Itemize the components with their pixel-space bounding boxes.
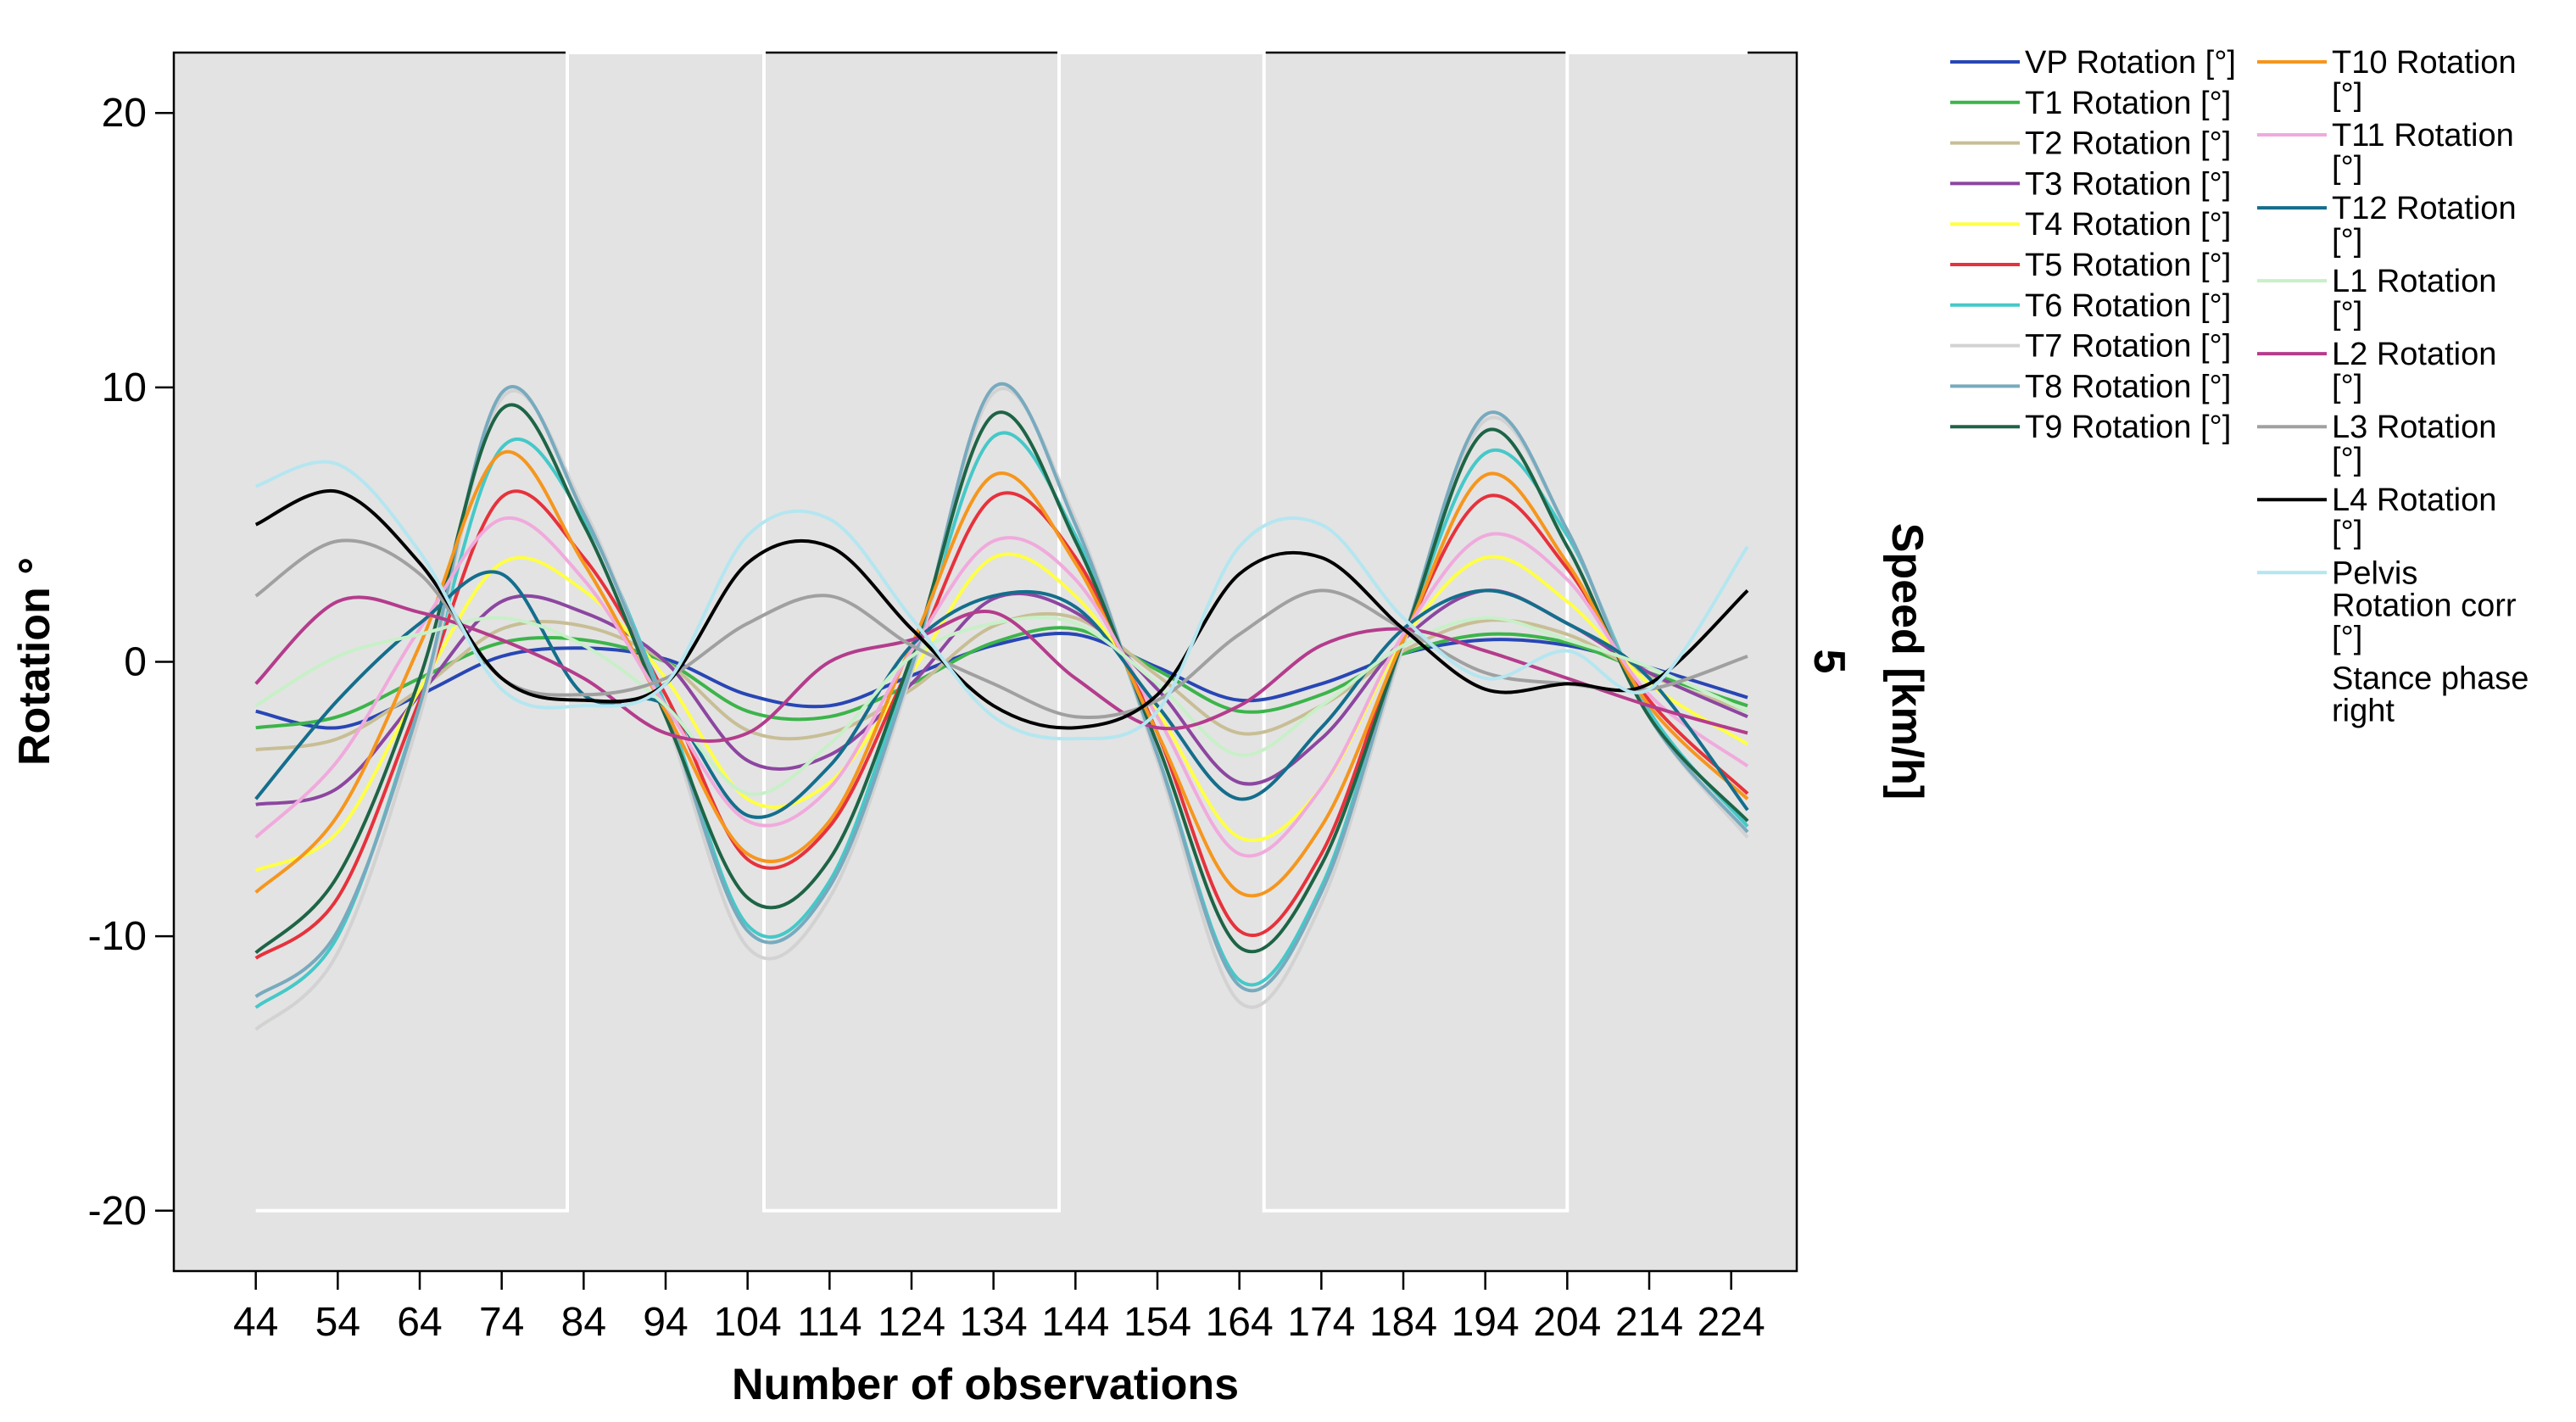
x-tick-label-14: 184 — [1369, 1300, 1437, 1345]
x-tick-label-0: 44 — [233, 1300, 278, 1345]
series-line-7 — [254, 387, 1749, 1031]
x-tick-label-1: 54 — [315, 1300, 360, 1345]
x-tick-label-17: 214 — [1615, 1300, 1683, 1345]
x-tick-label-12: 164 — [1206, 1300, 1274, 1345]
x-axis-title: Number of observations — [732, 1360, 1239, 1409]
y2-axis-value: 5 — [1804, 650, 1854, 674]
x-tick-label-11: 154 — [1124, 1300, 1191, 1345]
legend-label-5: T5 Rotation [°] — [2025, 248, 2231, 283]
series-line-10 — [254, 449, 1749, 898]
x-tick-label-10: 144 — [1041, 1300, 1109, 1345]
y-tick-label-0: 20 — [102, 91, 147, 136]
legend-label-6: T6 Rotation [°] — [2025, 288, 2231, 324]
stance-phase-line — [255, 51, 1748, 1213]
x-tick-label-15: 194 — [1452, 1300, 1519, 1345]
x-tick-label-13: 174 — [1287, 1300, 1355, 1345]
series-line-6 — [254, 431, 1749, 1009]
legend-label-3: T3 Rotation [°] — [2025, 166, 2231, 202]
legend-label-11: T11 Rotation [°] — [2332, 118, 2514, 186]
series-line-2 — [255, 611, 1748, 752]
series-layer — [254, 382, 1749, 1031]
x-tick-label-16: 204 — [1533, 1300, 1601, 1345]
x-tick-label-7: 114 — [797, 1300, 862, 1345]
legend: VP Rotation [°] T1 Rotation [°] T2 Rotatio… — [1950, 45, 2529, 729]
y-axis-title: Rotation ° — [10, 557, 59, 766]
series-line-13 — [254, 616, 1748, 796]
legend-label-15: L3 Rotation [°] — [2332, 410, 2496, 477]
legend-label-1: T1 Rotation [°] — [2025, 86, 2231, 121]
legend-label-14: L2 Rotation [°] — [2332, 337, 2496, 404]
x-tick-label-8: 124 — [878, 1300, 945, 1345]
legend-label-17: Pelvis Rotation corr [°] — [2332, 555, 2517, 655]
series-line-4 — [254, 552, 1749, 873]
y-tick-label-1: 10 — [102, 365, 147, 410]
series-line-12 — [254, 570, 1749, 819]
legend-label-18: Stance phase right — [2332, 661, 2529, 729]
x-tick-label-6: 104 — [714, 1300, 782, 1345]
x-tick-label-5: 94 — [643, 1300, 688, 1345]
axes-layer: 20 10 0 -10 -20 44 54 64 74 84 94 104 114 124 134 144 15… — [88, 91, 1765, 1345]
legend-label-4: T4 Rotation [°] — [2025, 207, 2231, 243]
y2-axis-title: Speed [km/h] — [1882, 523, 1932, 800]
y-tick-label-2: 0 — [124, 640, 147, 685]
legend-label-13: L1 Rotation [°] — [2332, 264, 2496, 332]
legend-label-2: T2 Rotation [°] — [2025, 126, 2231, 162]
series-line-16 — [254, 488, 1749, 730]
stance-phase-layer — [255, 51, 1748, 1213]
legend-label-8: T8 Rotation [°] — [2025, 369, 2231, 404]
series-line-1 — [255, 626, 1748, 730]
x-tick-label-3: 74 — [479, 1300, 524, 1345]
series-line-9 — [254, 403, 1749, 955]
y-tick-label-4: -20 — [88, 1189, 147, 1234]
x-tick-label-18: 224 — [1698, 1300, 1765, 1345]
legend-label-7: T7 Rotation [°] — [2025, 329, 2231, 365]
series-line-14 — [254, 595, 1748, 743]
series-line-8 — [254, 382, 1749, 999]
series-line-5 — [254, 489, 1749, 960]
series-line-0 — [255, 632, 1748, 730]
legend-label-0: VP Rotation [°] — [2025, 45, 2236, 81]
plot-area-background — [172, 51, 1798, 1273]
x-tick-label-9: 134 — [960, 1300, 1028, 1345]
legend-label-12: T12 Rotation [°] — [2332, 191, 2517, 259]
x-tick-label-4: 84 — [561, 1300, 606, 1345]
x-tick-label-2: 64 — [397, 1300, 442, 1345]
legend-label-16: L4 Rotation [°] — [2332, 482, 2496, 550]
legend-label-9: T9 Rotation [°] — [2025, 410, 2231, 445]
y-tick-label-3: -10 — [88, 914, 147, 959]
series-line-17 — [255, 460, 1749, 741]
series-line-11 — [254, 516, 1749, 858]
legend-label-10: T10 Rotation [°] — [2332, 45, 2517, 113]
